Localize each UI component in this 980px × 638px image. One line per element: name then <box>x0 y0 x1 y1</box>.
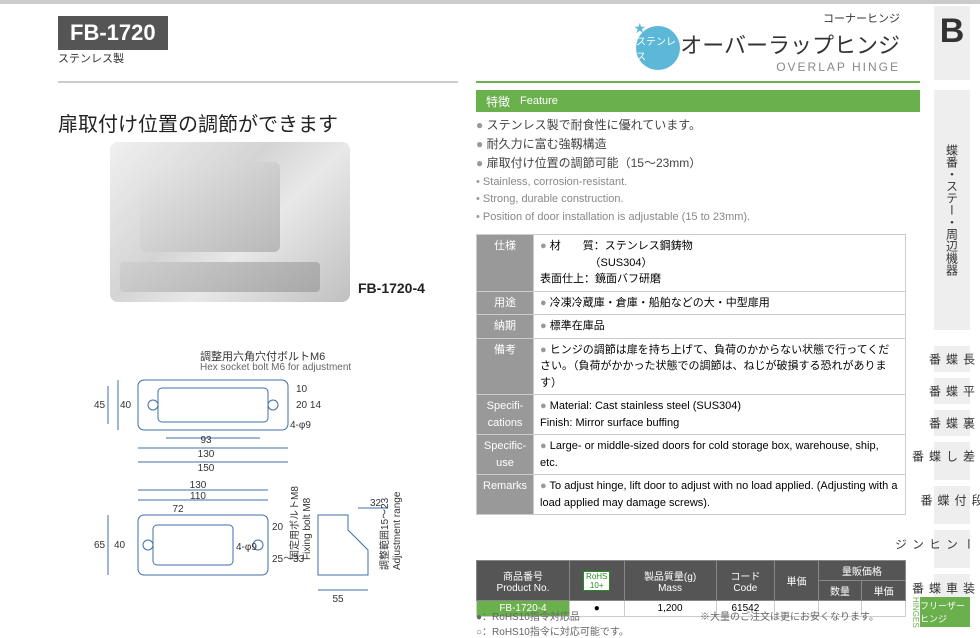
feature-en-0: Stainless, corrosion-resistant. <box>476 174 906 192</box>
th-volume: 量販価格 <box>818 561 905 581</box>
product-code: FB-1720 <box>58 16 168 50</box>
spec-val-1: 冷凍冷蔵庫・倉庫・船舶などの大・中型扉用 <box>534 291 906 315</box>
th-pn: 商品番号Product No. <box>477 561 570 601</box>
svg-text:110: 110 <box>190 491 206 502</box>
svg-text:93: 93 <box>200 435 212 446</box>
spec-val-2: 標準在庫品 <box>534 315 906 339</box>
headline: 扉取付け位置の調節ができます <box>58 108 338 137</box>
svg-text:Adjustment range: Adjustment range <box>392 491 403 570</box>
spec-label-6: Remarks <box>477 475 534 515</box>
th-code: コードCode <box>716 561 775 601</box>
section-tab: B <box>934 6 970 80</box>
th-qty: 数量 <box>818 581 862 601</box>
spec-label-5: Specific- use <box>477 435 534 475</box>
side-tab-2: 裏蝶番 <box>934 410 970 436</box>
top-divider <box>0 0 980 4</box>
technical-drawing: 45 40 93 130 150 10 20 14 4-φ9 130 110 7… <box>58 350 453 620</box>
spec-label-2: 納期 <box>477 315 534 339</box>
feature-header: 特徴 Feature <box>476 90 920 112</box>
spec-table: 仕様材 質：ステンレス鋼鋳物 （SUS304） 表面仕上：鏡面バフ研磨 用途冷凍… <box>476 234 906 515</box>
svg-text:4-φ9: 4-φ9 <box>290 420 311 431</box>
spec-val-4: Material: Cast stainless steel (SUS304) … <box>534 395 906 435</box>
feature-en-2: Position of door installation is adjusta… <box>476 209 906 227</box>
spec-label-1: 用途 <box>477 291 534 315</box>
stainless-badge: ステンレス <box>636 26 680 70</box>
bottom-tab: フリーザーヒンジ <box>920 597 970 627</box>
title-block: コーナーヒンジ オーバーラップヒンジ OVERLAP HINGE <box>680 10 900 74</box>
svg-text:65: 65 <box>94 540 106 551</box>
svg-text:4-φ9: 4-φ9 <box>236 542 257 553</box>
volume-note: ※大量のご注文は更にお安くなります。 <box>700 608 879 623</box>
section-letter: B <box>940 12 965 51</box>
divider-left <box>58 81 458 83</box>
th-unit2: 単価 <box>862 581 906 601</box>
svg-text:調整範囲15〜23: 調整範囲15〜23 <box>378 497 391 570</box>
th-unit: 単価 <box>775 561 819 601</box>
svg-text:130: 130 <box>198 449 215 460</box>
svg-text:20 14: 20 14 <box>296 400 321 411</box>
side-tab-0: 長蝶番 <box>934 346 970 372</box>
feature-list: ステンレス製で耐食性に優れています。 耐久力に富む強靱構造 扉取付け位置の調節可… <box>476 116 906 226</box>
th-mass: 製品質量(g)Mass <box>624 561 716 601</box>
svg-text:55: 55 <box>332 594 344 605</box>
side-tab-4: 段付蝶番 <box>934 486 970 524</box>
section-vertical-label: 蝶番・ステー・周辺機器 <box>934 90 970 330</box>
svg-text:150: 150 <box>198 463 215 474</box>
hinges-label: HINGES <box>911 597 920 627</box>
side-tab-5: クリーンヒンジ <box>934 530 970 568</box>
side-tab-3: 抜差し蝶番 <box>934 442 970 480</box>
feature-jp-1: 耐久力に富む強靱構造 <box>476 135 906 154</box>
spec-val-3: ヒンジの調節は扉を持ち上げて、負荷のかからない状態で行ってください。（負荷がかか… <box>534 338 906 395</box>
spec-label-3: 備考 <box>477 338 534 395</box>
spec-label-0: 仕様 <box>477 235 534 292</box>
spec-val-6: To adjust hinge, lift door to adjust wit… <box>534 475 906 515</box>
svg-text:10: 10 <box>296 384 308 395</box>
feature-en-1: Strong, durable construction. <box>476 191 906 209</box>
svg-text:72: 72 <box>172 504 184 515</box>
svg-text:40: 40 <box>114 540 126 551</box>
spec-val-0: 材 質：ステンレス鋼鋳物 （SUS304） 表面仕上：鏡面バフ研磨 <box>534 235 906 292</box>
feature-jp-0: ステンレス製で耐食性に優れています。 <box>476 116 906 135</box>
spec-val-5: Large- or middle-sized doors for cold st… <box>534 435 906 475</box>
svg-text:130: 130 <box>190 480 207 491</box>
rohs-note: ●：RoHS10指令対応品 ○：RoHS10指令に対応可能です。 <box>476 608 629 638</box>
feature-header-jp: 特徴 <box>486 93 510 110</box>
spec-label-4: Specifi- cations <box>477 395 534 435</box>
variant-label: FB-1720-4 <box>358 280 425 296</box>
feature-jp-2: 扉取付け位置の調節可能（15〜23mm） <box>476 154 906 173</box>
divider-right <box>476 81 920 83</box>
svg-text:45: 45 <box>94 400 106 411</box>
product-name-jp: オーバーラップヒンジ <box>680 28 900 60</box>
product-photo <box>110 142 350 302</box>
product-name-en: OVERLAP HINGE <box>680 60 900 74</box>
feature-header-en: Feature <box>520 95 558 107</box>
svg-text:固定用ボルトM8: 固定用ボルトM8 <box>288 486 301 560</box>
svg-text:20: 20 <box>272 522 284 533</box>
product-material: ステンレス製 <box>58 50 124 66</box>
th-rohs: RoHS10+ <box>569 561 624 601</box>
side-tab-1: 平蝶番 <box>934 378 970 404</box>
category: コーナーヒンジ <box>680 10 900 26</box>
svg-text:Fixing bolt M8: Fixing bolt M8 <box>302 497 313 560</box>
svg-text:40: 40 <box>120 400 132 411</box>
